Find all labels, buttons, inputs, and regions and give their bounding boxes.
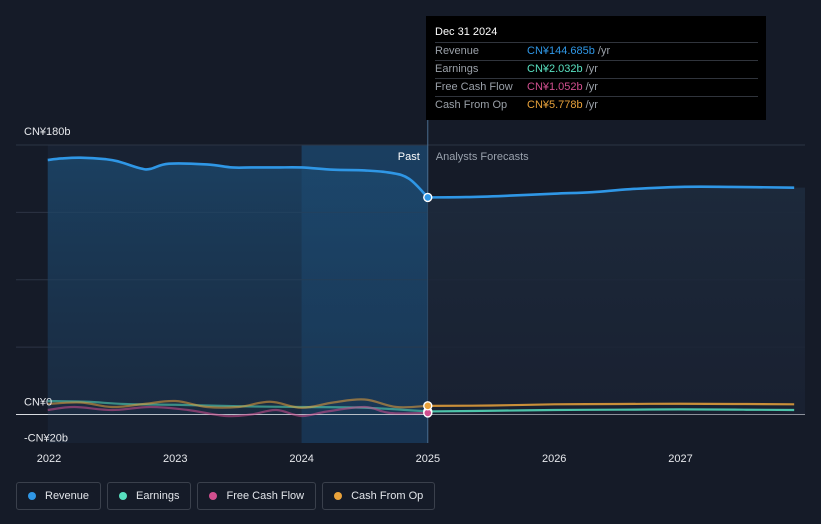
cash-from-op-line-forecast [427, 402, 795, 407]
chart-legend: Revenue Earnings Free Cash Flow Cash Fro… [16, 482, 436, 512]
tooltip-unit: /yr [597, 45, 611, 57]
legend-dot-cash-from-op [334, 492, 343, 500]
revenue-line-past [47, 156, 429, 199]
tooltip-row-earnings: Earnings CN¥2.032b /yr [435, 60, 758, 78]
legend-dot-revenue [28, 492, 36, 500]
tooltip-label: Revenue [435, 45, 480, 57]
tooltip-unit: /yr [585, 63, 598, 75]
y-tick-label: CN¥180b [24, 126, 70, 138]
tooltip-label: Cash From Op [435, 99, 508, 111]
x-tick-label: 2025 [416, 453, 440, 465]
legend-label: Earnings [136, 490, 180, 502]
legend-label: Free Cash Flow [226, 490, 305, 502]
earnings-line-forecast [427, 408, 795, 413]
tooltip-unit: /yr [585, 81, 598, 93]
tooltip-value: CN¥144.685b [527, 45, 595, 57]
x-tick-label: 2022 [37, 453, 61, 465]
tooltip-row-revenue: Revenue CN¥144.685b /yr [435, 42, 758, 60]
tooltip-label: Earnings [435, 63, 479, 75]
y-tick-label: CN¥0 [24, 397, 52, 409]
legend-item-earnings[interactable]: Earnings [107, 482, 192, 510]
x-tick-label: 2027 [668, 453, 692, 465]
legend-dot-free-cash-flow [209, 492, 218, 500]
legend-label: Cash From Op [351, 490, 424, 502]
legend-dot-earnings [119, 492, 128, 500]
cash-from-op-line-past [47, 398, 428, 409]
tooltip-value: CN¥2.032b [527, 63, 583, 75]
tooltip-date: Dec 31 2024 [435, 26, 498, 38]
tooltip-row-cash-from-op: Cash From Op CN¥5.778b /yr [435, 96, 758, 114]
revenue-marker [423, 192, 433, 203]
cash-from-op-marker [423, 401, 433, 411]
past-label: Past [398, 151, 420, 163]
x-tick-label: 2026 [542, 453, 566, 465]
x-tick-label: 2023 [163, 453, 187, 465]
tooltip-row-free-cash-flow: Free Cash Flow CN¥1.052b /yr [435, 78, 758, 96]
legend-item-cash-from-op[interactable]: Cash From Op [322, 482, 436, 510]
legend-item-free-cash-flow[interactable]: Free Cash Flow [197, 482, 317, 510]
x-tick-label: 2024 [289, 453, 313, 465]
legend-item-revenue[interactable]: Revenue [16, 482, 102, 510]
tooltip-value: CN¥5.778b [527, 99, 583, 111]
legend-label: Revenue [45, 490, 90, 502]
free-cash-flow-line-past [47, 405, 428, 418]
y-tick-label: -CN¥20b [24, 432, 68, 444]
tooltip: Dec 31 2024 Revenue CN¥144.685b /yr Earn… [426, 16, 766, 120]
tooltip-value: CN¥1.052b [527, 81, 583, 93]
revenue-line-forecast [427, 185, 795, 199]
revenue-area-forecast [427, 186, 805, 415]
tooltip-unit: /yr [585, 99, 598, 111]
revenue-area-past [47, 157, 428, 415]
tooltip-label: Free Cash Flow [435, 81, 513, 93]
forecast-label: Analysts Forecasts [436, 151, 529, 163]
